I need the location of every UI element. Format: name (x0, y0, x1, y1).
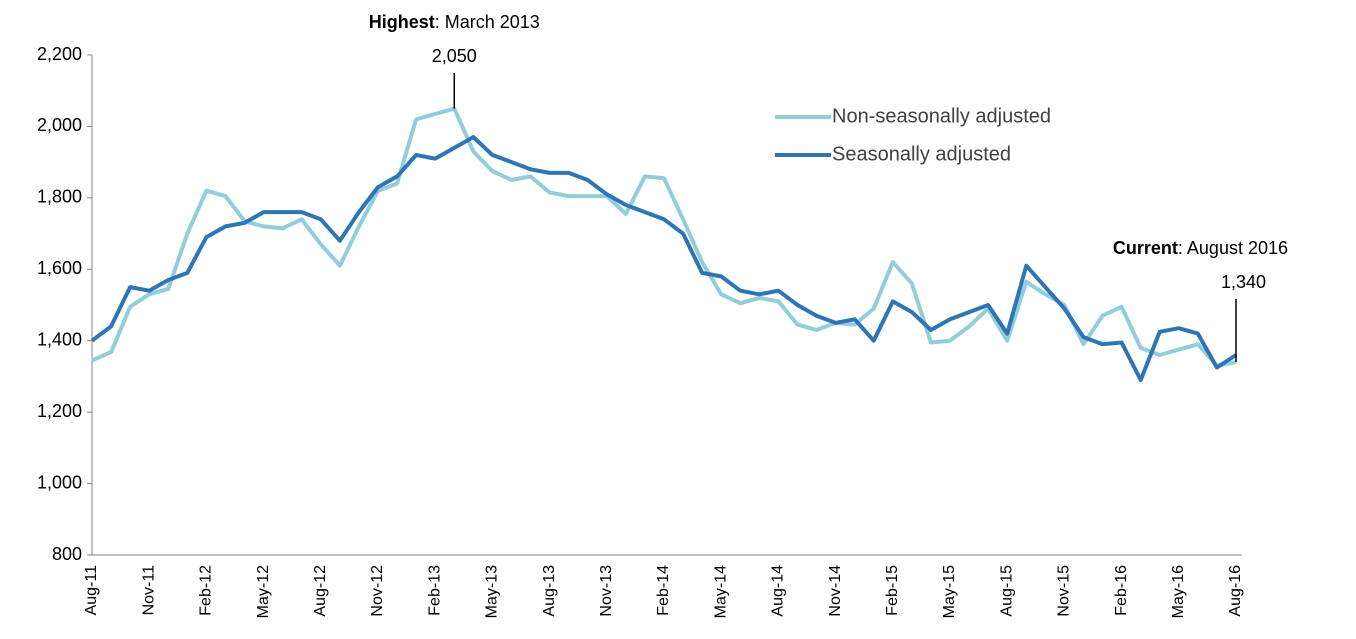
x-tick-label: May-13 (484, 565, 501, 618)
annotation-title: Highest: March 2013 (369, 12, 540, 32)
annotation-value: 1,340 (1221, 272, 1266, 292)
x-tick-label: Nov-12 (369, 565, 386, 617)
x-tick-label: Nov-14 (827, 565, 844, 617)
x-tick-label: Feb-13 (426, 565, 443, 616)
y-tick-label: 1,200 (37, 401, 82, 421)
y-tick-label: 2,000 (37, 115, 82, 135)
legend-label: Non-seasonally adjusted (832, 105, 1051, 127)
y-tick-label: 1,800 (37, 187, 82, 207)
annotation-label: Highest (369, 12, 435, 32)
x-tick-label: Nov-13 (598, 565, 615, 617)
y-tick-label: 1,000 (37, 472, 82, 492)
y-tick-label: 1,400 (37, 329, 82, 349)
legend-label: Seasonally adjusted (832, 143, 1011, 165)
x-tick-label: May-15 (941, 565, 958, 618)
x-tick-label: Aug-11 (83, 565, 100, 616)
x-tick-label: May-14 (712, 565, 729, 618)
x-tick-label: Aug-12 (312, 565, 329, 617)
x-tick-label: Nov-15 (1056, 565, 1073, 617)
y-tick-label: 1,600 (37, 258, 82, 278)
y-tick-label: 2,200 (37, 44, 82, 64)
x-tick-label: May-12 (255, 565, 272, 618)
series-line (90, 135, 1238, 382)
x-tick-label: Feb-12 (198, 565, 215, 616)
series-line (91, 106, 1237, 368)
x-tick-label: Nov-11 (140, 565, 157, 615)
x-tick-label: Aug-14 (770, 565, 787, 617)
x-tick-label: May-16 (1170, 565, 1187, 618)
x-tick-label: Aug-15 (998, 565, 1015, 617)
annotation-text: : March 2013 (435, 12, 540, 32)
x-tick-label: Feb-15 (884, 565, 901, 616)
y-tick-label: 800 (52, 544, 82, 564)
x-tick-label: Feb-16 (1113, 565, 1130, 616)
annotation-value: 2,050 (432, 46, 477, 66)
annotation-title: Current: August 2016 (1113, 238, 1288, 258)
x-tick-label: Feb-14 (655, 565, 672, 616)
x-tick-label: Aug-16 (1227, 565, 1244, 617)
x-tick-label: Aug-13 (541, 565, 558, 617)
annotation-label: Current (1113, 238, 1178, 258)
annotation-text: : August 2016 (1178, 238, 1288, 258)
